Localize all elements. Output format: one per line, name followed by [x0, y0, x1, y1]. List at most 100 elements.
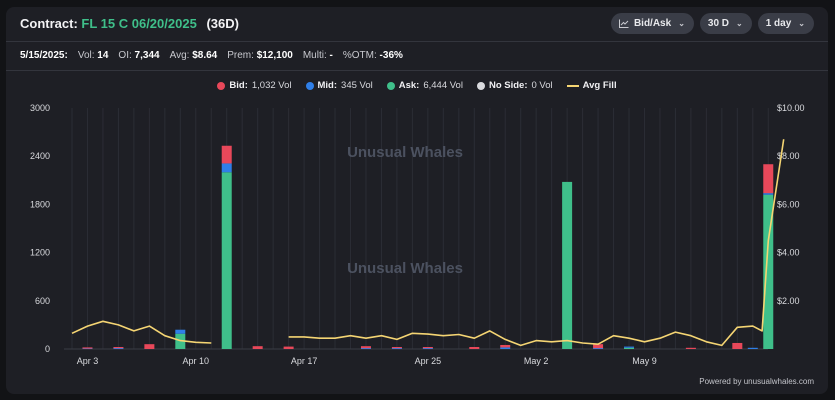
- range-label: 30 D: [707, 18, 730, 29]
- y-left-tick-label: 600: [35, 296, 50, 306]
- y-left-tick-label: 1200: [30, 248, 50, 258]
- y-right-tick-label: $6.00: [777, 199, 800, 209]
- bar-bid: [221, 145, 232, 164]
- legend-item-mid[interactable]: Mid: 345 Vol: [305, 80, 373, 91]
- bar-bid: [469, 346, 480, 349]
- bar-mid: [391, 347, 402, 349]
- y-right-tick-label: $10.00: [777, 103, 805, 113]
- legend-value: 0 Vol: [531, 80, 553, 91]
- y-right-tick-label: $4.00: [777, 248, 800, 258]
- y-left-tick-label: 2400: [30, 151, 50, 161]
- stats-date: 5/15/2025:: [20, 50, 68, 61]
- bar-mid: [624, 346, 635, 348]
- legend-name: Avg Fill: [582, 80, 617, 91]
- bar-bid: [391, 346, 402, 349]
- bar-bid: [593, 344, 604, 349]
- legend-name: Ask:: [398, 80, 420, 91]
- bar-mid: [113, 347, 124, 349]
- range-dropdown[interactable]: 30 D ⌄: [699, 13, 752, 34]
- avg-fill-line: [71, 320, 212, 344]
- bar-mid: [763, 193, 774, 195]
- legend-dot: [386, 81, 395, 90]
- legend-dot: [476, 81, 485, 90]
- legend-name: No Side:: [488, 80, 528, 91]
- chart-controls: Bid/Ask ⌄ 30 D ⌄ 1 day ⌄: [610, 13, 814, 34]
- otm-label: %OTM:: [342, 50, 377, 61]
- multi-value: -: [329, 50, 333, 61]
- x-tick-label: May 9: [632, 356, 657, 366]
- legend-value: 1,032 Vol: [251, 80, 292, 91]
- page-title: Contract: FL 15 C 06/20/2025 (36D): [20, 16, 239, 31]
- legend-value: 6,444 Vol: [423, 80, 463, 91]
- bar-bid: [144, 344, 155, 349]
- bar-ask: [624, 347, 635, 349]
- avg-fill-line: [288, 139, 785, 347]
- bid-ask-dropdown[interactable]: Bid/Ask ⌄: [610, 13, 694, 34]
- prem-label: Prem:: [227, 50, 254, 61]
- bar-mid: [360, 347, 371, 349]
- chart-legend: Bid: 1,032 Vol Mid: 345 Vol Ask: 6,444 V…: [6, 80, 828, 91]
- legend-dot: [217, 81, 226, 90]
- chevron-down-icon: ⌄: [798, 19, 805, 28]
- avg-label: Avg:: [169, 50, 190, 61]
- x-tick-label: Apr 3: [77, 356, 99, 366]
- legend-item-ask[interactable]: Ask: 6,444 Vol: [386, 80, 463, 91]
- bar-ask: [221, 172, 232, 349]
- y-right-tick-label: $2.00: [777, 296, 800, 306]
- y-left-tick-label: 1800: [30, 199, 50, 209]
- chart-panel: Contract: FL 15 C 06/20/2025 (36D) Bid/A…: [6, 7, 828, 394]
- watermark: Unusual Whales: [347, 144, 463, 161]
- x-tick-label: Apr 17: [291, 356, 318, 366]
- prem-value: $12,100: [256, 50, 293, 61]
- bar-mid: [500, 347, 511, 349]
- vol-label: Vol:: [77, 50, 95, 61]
- bar-ask: [763, 194, 774, 349]
- bar-bid: [252, 346, 263, 349]
- bar-ask: [562, 181, 573, 349]
- legend-name: Bid:: [229, 80, 248, 91]
- watermark: Unusual Whales: [347, 260, 463, 277]
- bar-mid: [175, 329, 186, 334]
- x-tick-label: May 2: [524, 356, 549, 366]
- x-tick-label: Apr 10: [183, 356, 210, 366]
- x-tick-label: Apr 25: [415, 356, 442, 366]
- bar-bid: [113, 346, 124, 349]
- bar-mid: [747, 347, 758, 349]
- contract-name[interactable]: FL 15 C 06/20/2025: [81, 16, 197, 31]
- bar-bid: [422, 346, 433, 349]
- bid-ask-chart: Unusual Whales Unusual Whales 0 600 1200 1800…: [30, 103, 805, 366]
- legend-dot: [305, 81, 314, 90]
- chevron-down-icon: ⌄: [678, 19, 685, 28]
- legend-name: Mid:: [317, 80, 338, 91]
- footer-credit: Powered by unusualwhales.com: [699, 377, 814, 386]
- legend-item-bid[interactable]: Bid: 1,032 Vol: [217, 80, 292, 91]
- y-left-tick-label: 0: [45, 344, 50, 354]
- avg-value: $8.64: [192, 50, 218, 61]
- chart-icon: [618, 19, 629, 28]
- contract-label: Contract:: [20, 16, 78, 31]
- bar-bid: [82, 347, 93, 349]
- bar-bid: [685, 347, 696, 349]
- legend-item-no-side[interactable]: No Side: 0 Vol: [476, 80, 553, 91]
- interval-dropdown[interactable]: 1 day ⌄: [757, 13, 814, 34]
- legend-item-avg-fill[interactable]: Avg Fill: [566, 80, 617, 91]
- oi-value: 7,344: [134, 50, 160, 61]
- bar-bid: [732, 342, 743, 349]
- interval-label: 1 day: [765, 18, 792, 29]
- days-to-expiry: (36D): [206, 16, 239, 31]
- y-right-tick-label: $8.00: [777, 151, 800, 161]
- bar-bid: [360, 346, 371, 349]
- chevron-down-icon: ⌄: [736, 19, 743, 28]
- bar-mid: [422, 347, 433, 349]
- bar-bid: [500, 344, 511, 348]
- oi-label: OI:: [118, 50, 132, 61]
- multi-label: Multi:: [302, 50, 327, 61]
- stats-bar: 5/15/2025: Vol: 14 OI: 7,344 Avg: $8.64 …: [6, 42, 828, 71]
- otm-value: -36%: [379, 50, 403, 61]
- vol-value: 14: [97, 50, 109, 61]
- bar-bid: [283, 346, 294, 349]
- header: Contract: FL 15 C 06/20/2025 (36D) Bid/A…: [6, 7, 828, 42]
- legend-line: [566, 84, 579, 87]
- legend-value: 345 Vol: [341, 80, 373, 91]
- bid-ask-label: Bid/Ask: [633, 18, 672, 29]
